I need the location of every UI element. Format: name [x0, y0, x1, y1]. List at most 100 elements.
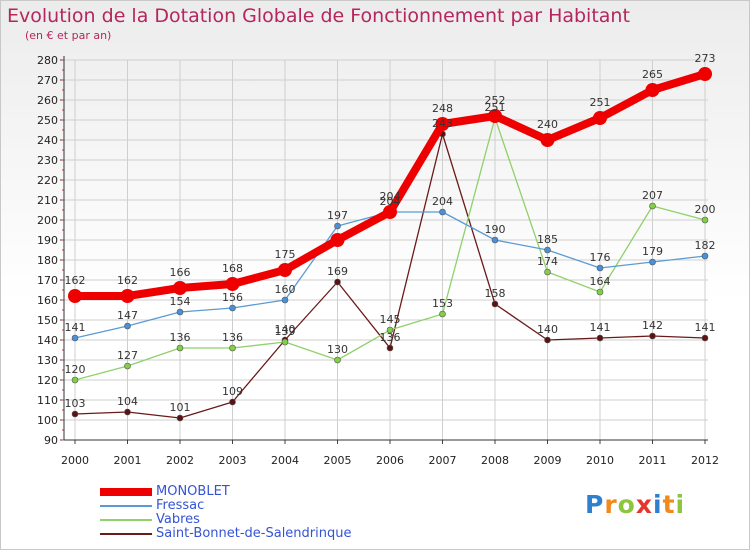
data-point-vabres: [176, 344, 184, 352]
x-tick-label: 2008: [481, 454, 509, 467]
data-point-monoblet: [488, 109, 502, 123]
y-tick-label: 200: [37, 214, 58, 227]
data-label-saint-bonnet: 243: [432, 117, 453, 130]
x-tick-label: 2012: [691, 454, 719, 467]
data-point-vabres: [124, 362, 131, 370]
logo-letter: o: [617, 490, 636, 519]
data-label-vabres: 174: [537, 255, 558, 268]
data-point-monoblet: [173, 281, 187, 295]
legend-swatch-monoblet: [100, 488, 152, 496]
legend-swatch-saint-bonnet: [100, 533, 152, 535]
data-label-saint-bonnet: 109: [222, 385, 243, 398]
data-label-saint-bonnet: 103: [65, 397, 86, 410]
y-tick-label: 130: [37, 354, 58, 367]
y-tick-label: 270: [37, 74, 58, 87]
data-point-fressac: [491, 236, 499, 244]
data-label-saint-bonnet: 169: [327, 265, 348, 278]
y-tick-label: 90: [44, 434, 58, 447]
data-label-fressac: 154: [170, 295, 191, 308]
y-tick-label: 210: [37, 194, 58, 207]
y-tick-label: 190: [37, 234, 58, 247]
data-label-saint-bonnet: 104: [117, 395, 138, 408]
y-tick-label: 220: [37, 174, 58, 187]
y-tick-label: 100: [37, 414, 58, 427]
data-point-fressac: [229, 304, 236, 312]
data-point-vabres: [596, 288, 604, 296]
data-label-saint-bonnet: 158: [485, 287, 506, 300]
data-point-fressac: [176, 308, 184, 316]
data-label-fressac: 190: [485, 223, 506, 236]
data-point-fressac: [544, 246, 551, 254]
x-tick-label: 2010: [586, 454, 614, 467]
data-point-monoblet: [383, 205, 397, 219]
data-point-fressac: [281, 296, 289, 304]
data-label-fressac: 147: [117, 309, 138, 322]
data-point-fressac: [71, 334, 79, 342]
data-label-saint-bonnet: 136: [380, 331, 401, 344]
data-label-saint-bonnet: 141: [590, 321, 611, 334]
data-label-vabres: 207: [642, 189, 663, 202]
legend-label-fressac: Fressac: [156, 498, 205, 513]
x-tick-label: 2002: [166, 454, 194, 467]
data-point-vabres: [701, 216, 709, 224]
data-label-monoblet: 175: [275, 248, 296, 261]
y-tick-label: 240: [37, 134, 58, 147]
x-tick-label: 2003: [219, 454, 247, 467]
data-label-saint-bonnet: 140: [537, 323, 558, 336]
data-label-fressac: 156: [222, 291, 243, 304]
x-tick-label: 2001: [114, 454, 142, 467]
logo-letter: t: [662, 490, 676, 519]
data-label-monoblet: 168: [222, 262, 243, 275]
data-label-monoblet: 252: [485, 94, 506, 107]
data-point-saint-bonnet: [176, 414, 184, 422]
legend-swatch-vabres: [100, 519, 152, 521]
data-point-monoblet: [435, 117, 450, 131]
data-point-monoblet: [593, 111, 607, 125]
data-label-monoblet: 162: [117, 274, 138, 287]
data-label-vabres: 120: [65, 363, 86, 376]
data-label-vabres: 251: [485, 101, 506, 114]
x-tick-label: 2011: [639, 454, 667, 467]
data-label-monoblet: 248: [432, 102, 453, 115]
data-label-fressac: 160: [275, 283, 296, 296]
data-label-fressac: 182: [695, 239, 716, 252]
data-point-monoblet: [540, 133, 555, 147]
data-point-vabres: [71, 376, 79, 384]
data-label-saint-bonnet: 142: [642, 319, 663, 332]
y-tick-label: 280: [37, 54, 58, 67]
data-point-vabres: [281, 338, 289, 346]
legend-label-vabres: Vabres: [156, 512, 200, 527]
y-tick-label: 140: [37, 334, 58, 347]
data-point-vabres: [334, 356, 341, 364]
logo-letter: r: [604, 490, 618, 519]
data-label-monoblet: 162: [65, 274, 86, 287]
data-point-fressac: [124, 322, 131, 330]
legend-swatch-fressac: [100, 505, 152, 507]
data-label-vabres: 136: [170, 331, 191, 344]
data-point-saint-bonnet: [386, 344, 394, 352]
data-point-saint-bonnet: [334, 278, 341, 286]
data-label-vabres: 139: [275, 325, 296, 338]
data-label-fressac: 141: [65, 321, 86, 334]
data-point-vabres: [386, 326, 394, 334]
data-point-monoblet: [645, 83, 660, 97]
logo-letter: P: [585, 490, 605, 519]
data-point-saint-bonnet: [649, 332, 656, 340]
x-tick-label: 2007: [429, 454, 457, 467]
data-label-vabres: 136: [222, 331, 243, 344]
data-label-fressac: 204: [380, 195, 401, 208]
data-label-monoblet: 204: [380, 190, 401, 203]
data-point-monoblet: [698, 67, 712, 81]
data-label-saint-bonnet: 140: [275, 323, 296, 336]
y-tick-label: 160: [37, 294, 58, 307]
data-label-fressac: 204: [432, 195, 453, 208]
data-label-saint-bonnet: 141: [695, 321, 716, 334]
data-point-fressac: [334, 222, 341, 230]
y-tick-label: 120: [37, 374, 58, 387]
data-label-vabres: 130: [327, 343, 348, 356]
data-label-vabres: 200: [695, 203, 716, 216]
logo-letter: x: [635, 490, 653, 519]
y-tick-label: 150: [37, 314, 58, 327]
x-tick-label: 2000: [61, 454, 89, 467]
